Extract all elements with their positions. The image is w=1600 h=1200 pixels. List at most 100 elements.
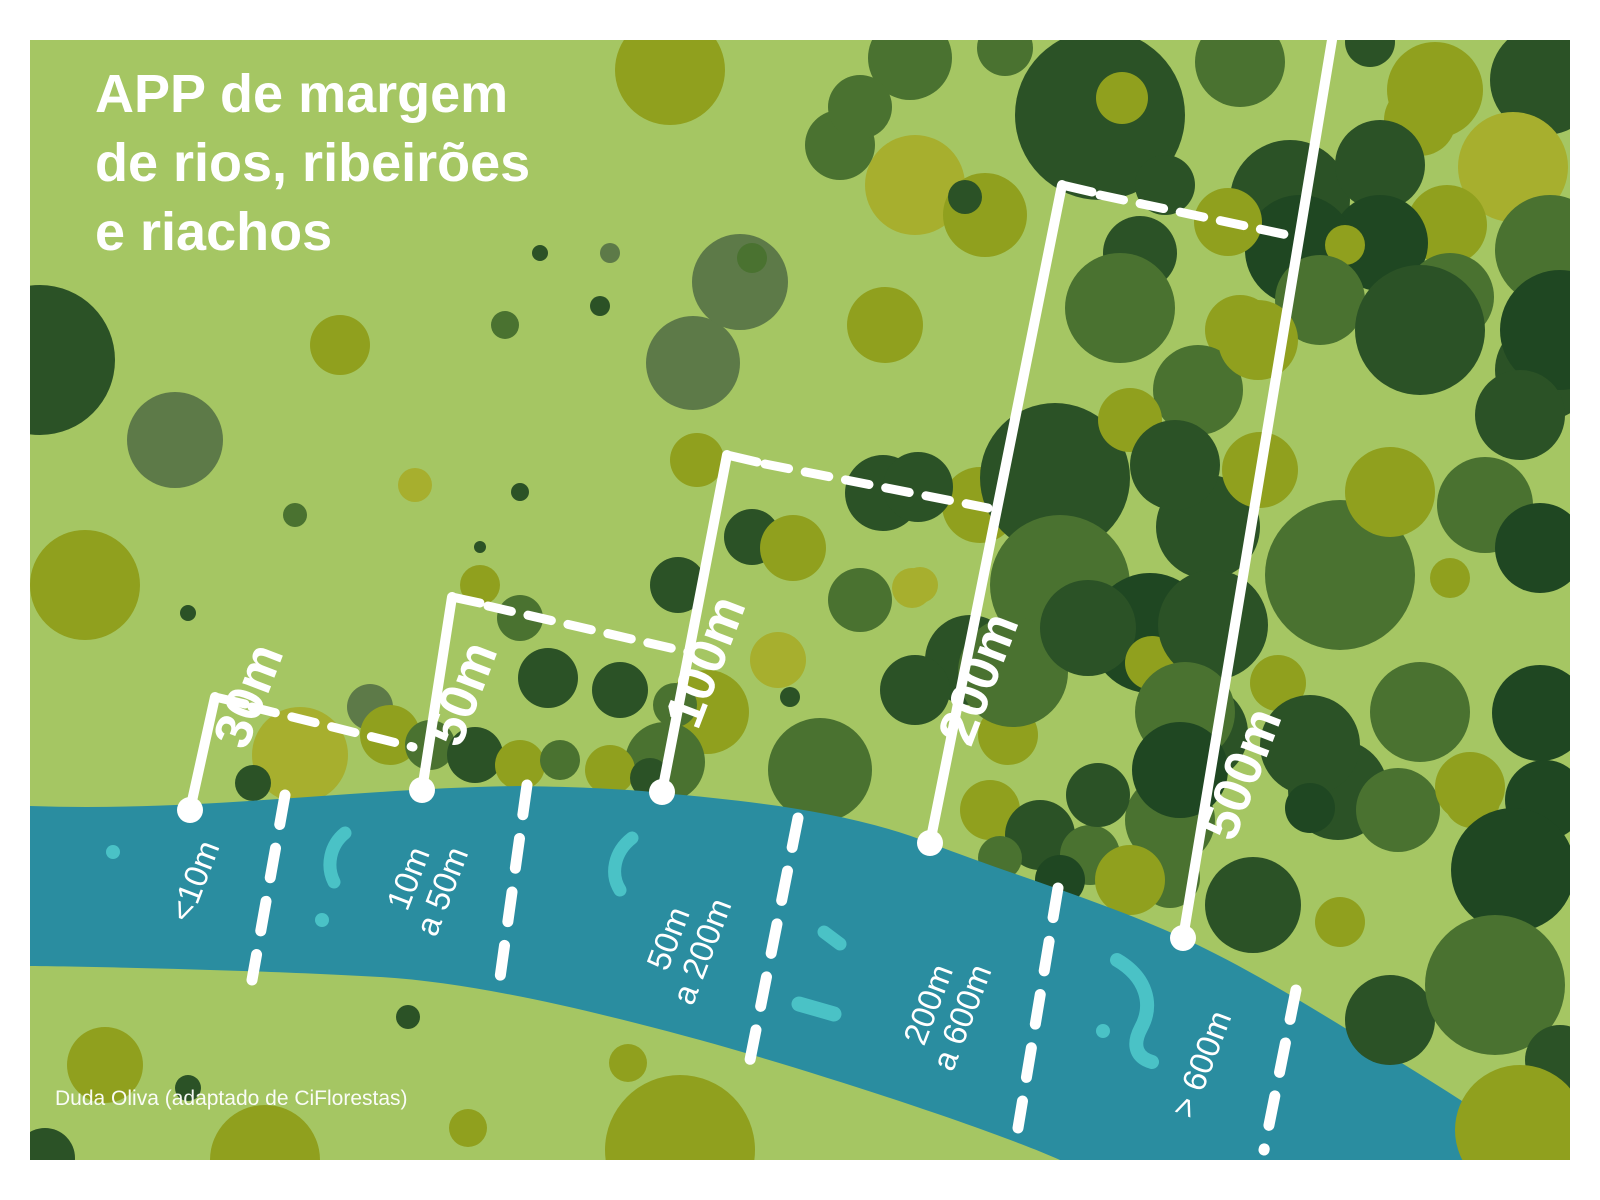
tree-circle	[180, 605, 196, 621]
tree-circle	[1250, 655, 1306, 711]
tree-circle	[1495, 503, 1570, 593]
tree-circle	[30, 530, 140, 640]
buffer-extent-dashed-line	[247, 702, 418, 752]
tree-circle	[1066, 763, 1130, 827]
tree-circle	[880, 655, 950, 725]
tree-circle	[447, 727, 503, 783]
tree-circle	[670, 433, 724, 487]
tree-circle	[609, 1044, 647, 1082]
tree-circle	[768, 718, 872, 822]
tree-circle	[30, 285, 115, 435]
tree-circle	[692, 234, 788, 330]
tree-circle	[1005, 800, 1075, 870]
tree-circle	[1095, 845, 1165, 915]
tree-circle	[1458, 112, 1568, 222]
tree-circles-over-river	[30, 857, 1570, 1160]
water-ripple	[817, 925, 847, 951]
tree-circle	[1370, 662, 1470, 762]
tree-circle	[1135, 155, 1195, 215]
tree-circle	[518, 648, 578, 708]
tree-circle	[750, 632, 806, 688]
tree-circle	[495, 740, 545, 790]
tree-circle	[868, 40, 952, 100]
buffer-measure-line	[1178, 40, 1337, 943]
water-ripple	[323, 826, 352, 889]
bank-point	[409, 777, 435, 803]
tree-circle	[1260, 695, 1360, 795]
tree-circle	[590, 296, 610, 316]
tree-circle	[1345, 40, 1395, 67]
river-zone-dividers	[246, 779, 1302, 1156]
credit-text: Duda Oliva (adaptado de CiFlorestas)	[55, 1087, 408, 1110]
tree-circle	[892, 568, 932, 608]
tree-circle	[1205, 857, 1301, 953]
tree-circle	[960, 780, 1020, 840]
tree-circle	[948, 180, 982, 214]
bank-point	[649, 779, 675, 805]
tree-circle	[1335, 120, 1425, 210]
tree-circle	[30, 1128, 75, 1160]
tree-circle	[1195, 40, 1285, 107]
tree-circle	[1430, 558, 1470, 598]
tree-circle	[1345, 975, 1435, 1065]
tree-circle	[1325, 225, 1365, 265]
tree-circle	[1285, 783, 1335, 833]
tree-circle	[1015, 40, 1185, 200]
tree-circle	[360, 705, 420, 765]
buffer-measure-tick	[1057, 180, 1097, 197]
title-line-2: de rios, ribeirões	[95, 133, 530, 193]
tree-circle	[958, 617, 1068, 727]
tree-circle	[235, 765, 271, 801]
title-block: APP de margem de rios, ribeirões e riach…	[95, 64, 530, 262]
tree-circle	[980, 403, 1130, 553]
tree-circle	[474, 541, 486, 553]
buffer-measure-line	[417, 592, 457, 795]
tree-circle	[127, 392, 223, 488]
title-line-3: e riachos	[95, 202, 332, 262]
zone-divider-4	[1012, 882, 1064, 1134]
tree-circle	[532, 245, 548, 261]
tree-circle	[460, 565, 500, 605]
tree-circle	[1096, 72, 1148, 124]
tree-circle	[1065, 253, 1175, 363]
buffer-measure-line	[185, 692, 220, 815]
tree-circle	[828, 75, 892, 139]
tree-circle	[828, 568, 892, 632]
zone-divider-2	[492, 779, 533, 998]
title-line-1: APP de margem	[95, 64, 508, 124]
tree-circle	[592, 662, 648, 718]
tree-circle	[310, 315, 370, 375]
infographic-canvas: <10m 10m a 50m 50m a 200m 200m a 600m > …	[30, 40, 1570, 1160]
bank-point	[1170, 925, 1196, 951]
tree-circle	[449, 1109, 487, 1147]
zone-divider-5	[1258, 984, 1302, 1156]
tree-circle	[511, 483, 529, 501]
zone-divider-3	[744, 812, 804, 1066]
tree-circle	[615, 40, 725, 125]
zone-divider-1	[246, 789, 291, 986]
buffer-measure-tick	[210, 692, 250, 709]
tree-circle	[106, 845, 120, 859]
water-ripple	[1110, 953, 1159, 1069]
tree-circle	[1492, 665, 1570, 761]
tree-circle	[540, 740, 580, 780]
tree-circle	[283, 503, 307, 527]
tree-circle	[210, 1105, 320, 1160]
river	[30, 786, 1548, 1160]
tree-circle	[398, 468, 432, 502]
water-ripple	[791, 996, 842, 1022]
tree-circle	[67, 1027, 143, 1103]
tree-circle	[1475, 370, 1565, 460]
tree-circle	[1315, 897, 1365, 947]
tree-circle	[1096, 1024, 1110, 1038]
app-river-buffer-infographic: <10m 10m a 50m 50m a 200m 200m a 600m > …	[30, 40, 1570, 1160]
bank-point	[177, 797, 203, 823]
water-ripples	[106, 826, 1159, 1069]
bank-point	[917, 830, 943, 856]
tree-circle	[252, 707, 348, 803]
tree-circle	[1040, 580, 1136, 676]
tree-circle	[600, 243, 620, 263]
tree-circle	[650, 557, 706, 613]
buffer-extent-dashed-line	[1095, 190, 1302, 242]
tree-circle	[605, 1075, 755, 1160]
